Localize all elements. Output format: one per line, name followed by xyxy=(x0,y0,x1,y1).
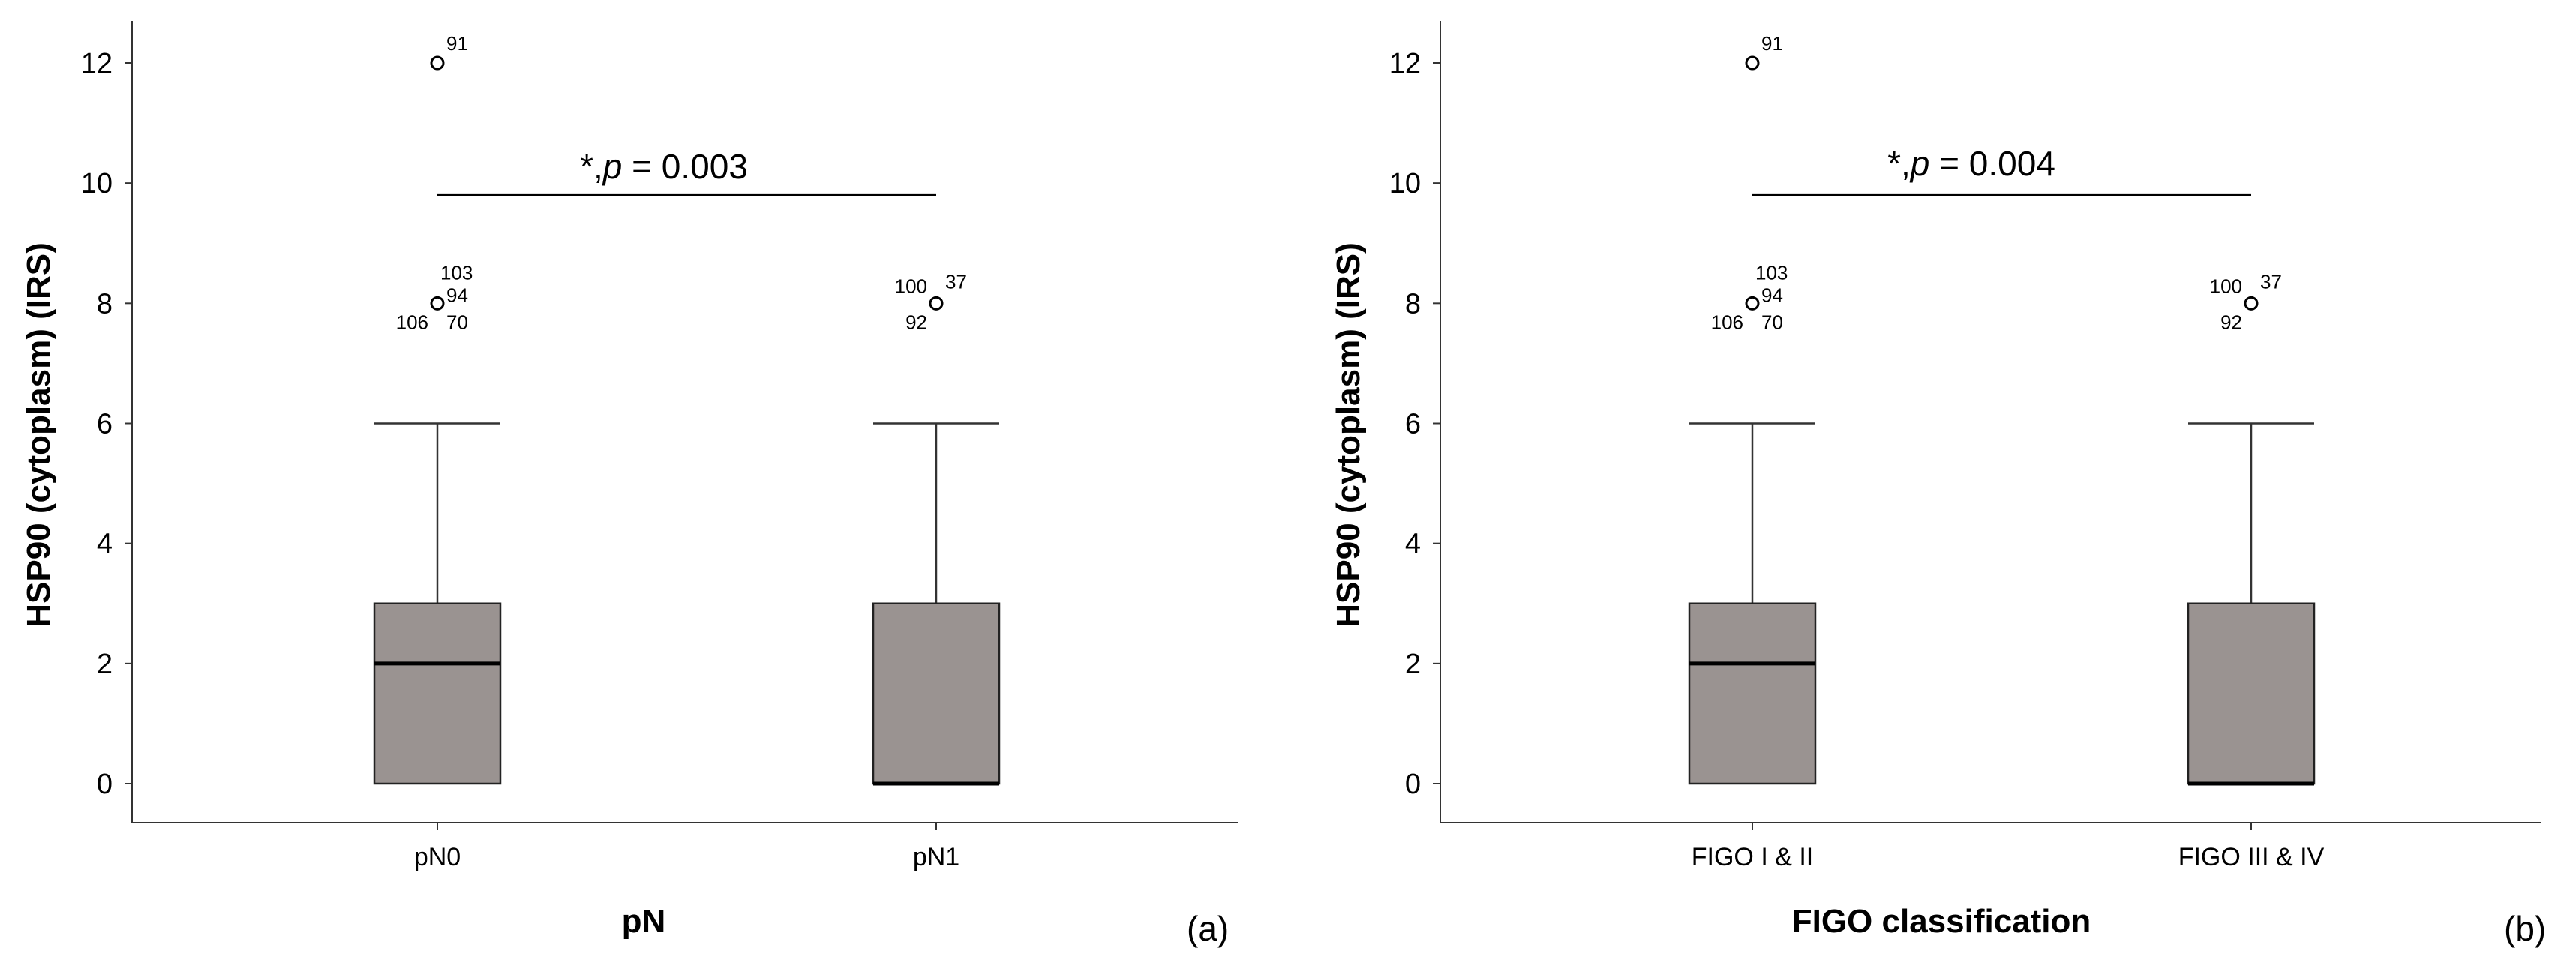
panel-a-y-tick-label: 6 xyxy=(97,409,113,440)
panel-b-y-tick-label: 10 xyxy=(1389,168,1421,200)
panel-a-outlier-point xyxy=(430,296,445,310)
panel-a-outlier-point xyxy=(430,56,445,70)
panel-b-y-tick-label: 8 xyxy=(1405,288,1421,320)
panel-a-y-tick-label: 0 xyxy=(97,769,113,800)
panel-b-outlier-label: 103 xyxy=(1755,261,1788,284)
panel-a-sig-prefix: *, xyxy=(580,147,603,186)
panel-a-x-axis-title: pN xyxy=(622,903,666,940)
panel-b-sig-value: = 0.004 xyxy=(1929,144,2055,183)
panel-a-background xyxy=(0,0,1275,978)
panel-a-y-tick-label: 10 xyxy=(81,168,113,200)
panel-b-outlier-point xyxy=(1745,296,1760,310)
panel-b-x-axis-title: FIGO classification xyxy=(1792,903,2091,940)
panel-a-outlier-label: 94 xyxy=(446,284,468,306)
panel-a-x-tick-label: pN0 xyxy=(414,843,461,872)
panel-b-x-tick-label: FIGO I & II xyxy=(1692,843,1813,872)
panel-b-y-tick-label: 6 xyxy=(1405,409,1421,440)
panel-a-x-tick-label: pN1 xyxy=(913,843,959,872)
panel-b-outlier-label: 91 xyxy=(1761,32,1783,55)
panel-b-outlier-label: 100 xyxy=(2210,274,2242,297)
panel-b-outlier-label: 70 xyxy=(1761,310,1783,333)
panel-b-sig-p: p xyxy=(1909,144,1930,183)
panel-a-outlier-label: 91 xyxy=(446,32,468,55)
panel-b-y-tick-label: 2 xyxy=(1405,649,1421,680)
panel-a-outlier-label: 70 xyxy=(446,310,468,333)
panel-b-x-tick-label: FIGO III & IV xyxy=(2178,843,2325,872)
panel-b-y-tick-label: 4 xyxy=(1405,529,1421,560)
panel-b-box xyxy=(2187,602,2316,785)
panel-b-outlier-label: 106 xyxy=(1711,310,1743,333)
panel-a-y-axis-title: HSP90 (cytoplasm) (IRS) xyxy=(20,242,57,627)
panel-a-significance-label: *,p = 0.003 xyxy=(580,147,748,186)
panel-b-label: (b) xyxy=(2504,909,2546,948)
panel-a-box xyxy=(373,602,502,785)
panel-a-box xyxy=(872,602,1001,785)
panel-a-outlier-label: 37 xyxy=(945,270,967,292)
panel-a-sig-p: p xyxy=(602,147,623,186)
panel-b-sig-prefix: *, xyxy=(1887,144,1911,183)
panel-b-outlier-point xyxy=(1745,56,1760,70)
panel-b-y-axis-title: HSP90 (cytoplasm) (IRS) xyxy=(1330,242,1367,627)
panel-a-outlier-point xyxy=(929,296,944,310)
panel-b-outlier-label: 92 xyxy=(2220,310,2242,333)
panel-a-y-tick-label: 4 xyxy=(97,529,113,560)
panel-b-y-tick-label: 0 xyxy=(1405,769,1421,800)
panel-a-outlier-label: 106 xyxy=(396,310,428,333)
panel-a-outlier-label: 103 xyxy=(440,261,473,284)
panel-b-box xyxy=(1688,602,1817,785)
panel-a-y-tick-label: 8 xyxy=(97,288,113,320)
panel-b-y-tick-label: 12 xyxy=(1389,48,1421,80)
panel-b-outlier-label: 37 xyxy=(2260,270,2282,292)
panel-b-significance-label: *,p = 0.004 xyxy=(1887,144,2055,183)
panel-a-label: (a) xyxy=(1187,909,1229,948)
panel-a-outlier-label: 100 xyxy=(895,274,927,297)
panel-b-outlier-point xyxy=(2244,296,2259,310)
panel-a-y-tick-label: 2 xyxy=(97,649,113,680)
panel-a-sig-value: = 0.003 xyxy=(622,147,748,186)
panel-a-y-tick-label: 12 xyxy=(81,48,113,80)
panel-a-outlier-label: 92 xyxy=(905,310,927,333)
panel-b-outlier-label: 94 xyxy=(1761,284,1783,306)
